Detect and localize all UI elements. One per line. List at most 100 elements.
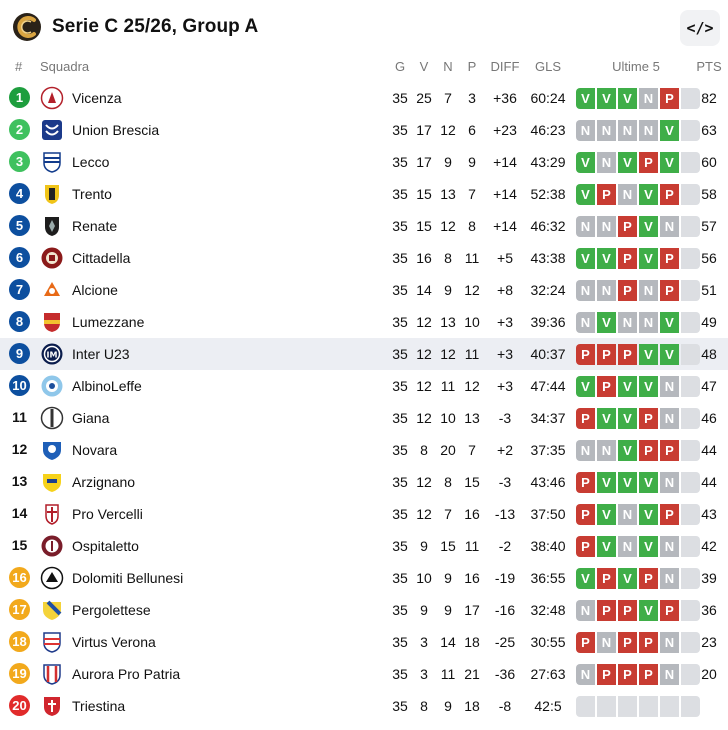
form-result-badge: P: [576, 504, 595, 525]
team-name[interactable]: Cittadella: [72, 250, 131, 266]
table-row[interactable]: 11 Giana 35 12 10 13 -3 34:37 P V V P N 46: [0, 402, 728, 434]
won-value: 17: [416, 122, 432, 138]
page-title: Serie C 25/26, Group A: [52, 16, 259, 37]
svg-text:IM: IM: [47, 351, 58, 360]
table-row[interactable]: 5 Renate 35 15 12 8 +14 46:32 N N P V N 57: [0, 210, 728, 242]
aurora-pro-patria-crest-icon: [43, 664, 61, 685]
form-result-badge: P: [660, 88, 679, 109]
form-result-badge: V: [597, 248, 616, 269]
form-empty-slot: [681, 376, 700, 397]
team-name[interactable]: Inter U23: [72, 346, 130, 362]
won-value: 12: [416, 314, 432, 330]
goals-value: 40:37: [530, 346, 566, 362]
points-value: 49: [701, 314, 717, 330]
played-value: 35: [392, 314, 408, 330]
form-empty-slot: [681, 280, 700, 301]
table-row[interactable]: 2 Union Brescia 35 17 12 6 +23 46:23 N N N N…: [0, 114, 728, 146]
table-row[interactable]: 10 AlbinoLeffe 35 12 11 12 +3 47:44 V P V V N…: [0, 370, 728, 402]
team-name[interactable]: Novara: [72, 442, 118, 458]
table-row[interactable]: 15 Ospitaletto 35 9 15 11 -2 38:40 P V N V N 4…: [0, 530, 728, 562]
form-result-badge: P: [618, 632, 637, 653]
goal-diff-value: -36: [494, 666, 516, 682]
team-name[interactable]: Pergolettese: [72, 602, 151, 618]
team-name[interactable]: Dolomiti Bellunesi: [72, 570, 184, 586]
points-value: 44: [701, 474, 717, 490]
table-row[interactable]: 8 Lumezzane 35 12 13 10 +3 39:36 N V N N V 49: [0, 306, 728, 338]
table-row[interactable]: 9 IM Inter U23 35 12 12 11 +3 40:37 P P P V V…: [0, 338, 728, 370]
form-result-badge: V: [597, 408, 616, 429]
embed-code-button[interactable]: </>: [680, 10, 720, 46]
team-name[interactable]: Aurora Pro Patria: [72, 666, 181, 682]
points-value: 43: [701, 506, 717, 522]
table-row[interactable]: 16 Dolomiti Bellunesi 35 10 9 16 -19 36:…: [0, 562, 728, 594]
team-name[interactable]: Virtus Verona: [72, 634, 156, 650]
table-row[interactable]: 13 Arzignano 35 12 8 15 -3 43:46 P V V V N 44: [0, 466, 728, 498]
form-result-badge: P: [660, 504, 679, 525]
team-name[interactable]: Renate: [72, 218, 118, 234]
form-result-badge: V: [639, 600, 658, 621]
team-name[interactable]: AlbinoLeffe: [72, 378, 142, 394]
form-result-badge: V: [576, 568, 595, 589]
lost-value: 10: [464, 314, 480, 330]
team-name[interactable]: Union Brescia: [72, 122, 160, 138]
rank-badge: 9: [9, 343, 30, 364]
table-row[interactable]: 14 Pro Vercelli 35 12 7 16 -13 37:50 P V N V…: [0, 498, 728, 530]
points-value: 36: [701, 602, 717, 618]
lost-value: 8: [468, 218, 476, 234]
team-name[interactable]: Lecco: [72, 154, 110, 170]
form-result-badge: P: [597, 184, 616, 205]
table-row[interactable]: 20 Triestina 35 8 9 18 -8 42:5: [0, 690, 728, 730]
played-value: 35: [392, 698, 408, 714]
drawn-value: 7: [444, 506, 452, 522]
team-name[interactable]: Arzignano: [72, 474, 136, 490]
table-row[interactable]: 6 Cittadella 35 16 8 11 +5 43:38 V V P V P 56: [0, 242, 728, 274]
form-result-badge: V: [597, 504, 616, 525]
form-result-badge: N: [597, 440, 616, 461]
table-row[interactable]: 18 Virtus Verona 35 3 14 18 -25 30:55 P N P…: [0, 626, 728, 658]
goals-value: 37:35: [530, 442, 566, 458]
played-value: 35: [392, 378, 408, 394]
table-row[interactable]: 3 Lecco 35 17 9 9 +14 43:29 V N V P V 60: [0, 146, 728, 178]
goal-diff-value: +23: [493, 122, 517, 138]
form-empty-slot: [681, 472, 700, 493]
form-result-badge: P: [618, 216, 637, 237]
goal-diff-value: +3: [497, 346, 513, 362]
table-row[interactable]: 4 Trento 35 15 13 7 +14 52:38 V P N V P 58: [0, 178, 728, 210]
lost-value: 11: [464, 250, 480, 266]
table-row[interactable]: 17 Pergolettese 35 9 9 17 -16 32:48 N P P V P…: [0, 594, 728, 626]
lost-value: 3: [468, 90, 476, 106]
goal-diff-value: +5: [497, 250, 513, 266]
goals-value: 47:44: [530, 378, 566, 394]
form-result-badge: V: [618, 152, 637, 173]
table-row[interactable]: 19 Aurora Pro Patria 35 3 11 21 -36 27:6…: [0, 658, 728, 690]
team-name[interactable]: Giana: [72, 410, 110, 426]
played-value: 35: [392, 506, 408, 522]
team-name[interactable]: Pro Vercelli: [72, 506, 143, 522]
table-row[interactable]: 1 Vicenza 35 25 7 3 +36 60:24 V V V N P 82: [0, 82, 728, 114]
lost-value: 11: [464, 538, 480, 554]
team-name[interactable]: Alcione: [72, 282, 118, 298]
lost-value: 16: [464, 570, 480, 586]
won-value: 3: [420, 634, 428, 650]
table-row[interactable]: 12 Novara 35 8 20 7 +2 37:35 N N V P P 44: [0, 434, 728, 466]
played-value: 35: [392, 634, 408, 650]
team-name[interactable]: Vicenza: [72, 90, 122, 106]
team-name[interactable]: Triestina: [72, 698, 126, 714]
lost-value: 15: [464, 474, 480, 490]
form-result-badge: V: [618, 376, 637, 397]
rank-badge: 7: [9, 279, 30, 300]
form-result-badge: V: [618, 408, 637, 429]
team-name[interactable]: Ospitaletto: [72, 538, 139, 554]
table-row[interactable]: 7 Alcione 35 14 9 12 +8 32:24 N N P N P 51: [0, 274, 728, 306]
team-name[interactable]: Trento: [72, 186, 112, 202]
col-lost: P: [467, 59, 477, 74]
team-name[interactable]: Lumezzane: [72, 314, 145, 330]
drawn-value: 9: [444, 154, 452, 170]
goals-value: 39:36: [530, 314, 566, 330]
rank-badge: 17: [9, 599, 30, 620]
form-result-badge: N: [597, 632, 616, 653]
col-rank: #: [15, 59, 23, 74]
form-result-badge: P: [576, 472, 595, 493]
